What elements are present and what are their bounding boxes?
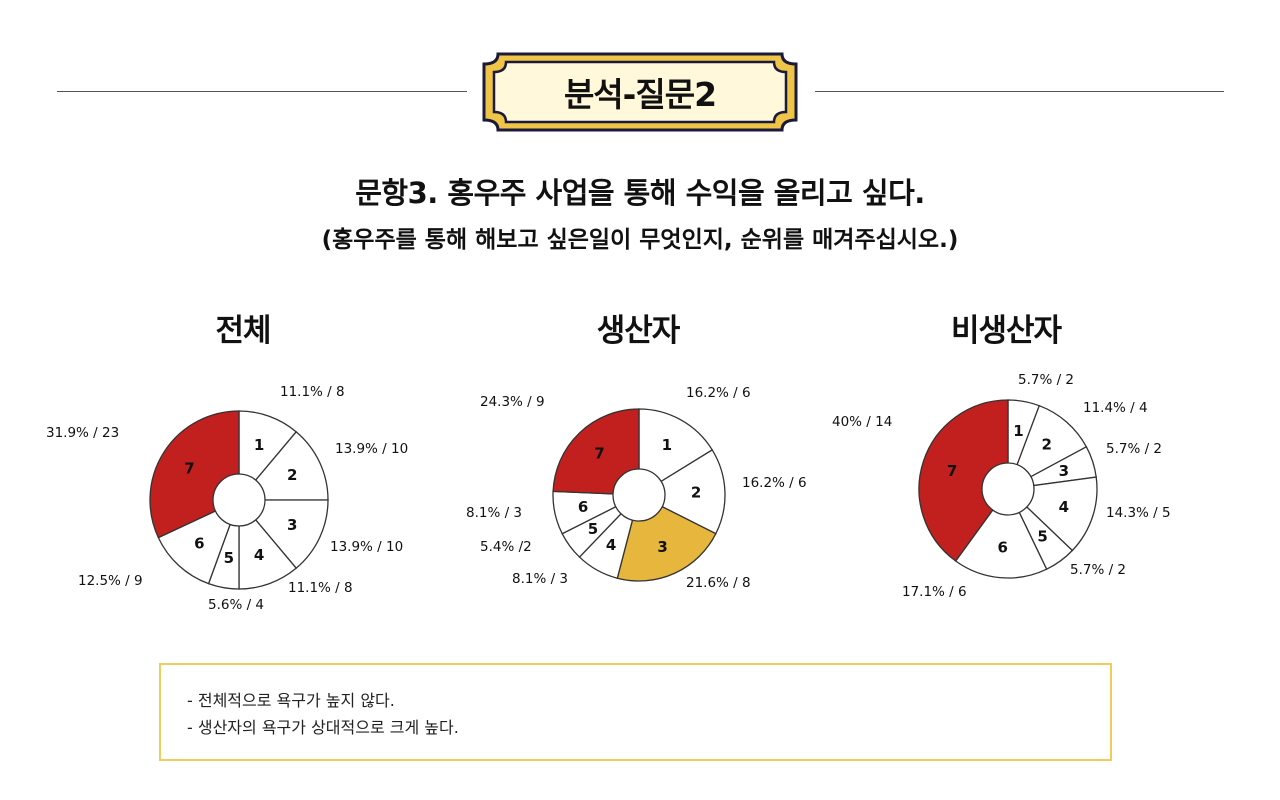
data-label: 17.1% / 6 <box>902 584 967 600</box>
pie-slice-7 <box>918 399 1009 562</box>
slice-label: 3 <box>287 516 297 534</box>
data-label: 11.1% / 8 <box>280 384 345 400</box>
slice-label: 5 <box>1037 528 1047 546</box>
slice-label: 3 <box>1059 462 1069 480</box>
data-label: 21.6% / 8 <box>686 575 751 591</box>
summary-line: - 전체적으로 욕구가 높지 않다. <box>187 691 395 710</box>
data-label: 24.3% / 9 <box>480 394 545 410</box>
data-label: 5.6% / 4 <box>208 597 264 613</box>
data-label: 13.9% / 10 <box>330 539 403 555</box>
data-label: 5.4% /2 <box>480 539 532 555</box>
data-label: 8.1% / 3 <box>466 505 522 521</box>
data-label: 13.9% / 10 <box>335 441 408 457</box>
data-label: 31.9% / 23 <box>46 425 119 441</box>
pie-slice-2 <box>237 430 329 501</box>
data-label: 16.2% / 6 <box>686 385 751 401</box>
data-label: 11.1% / 8 <box>288 580 353 596</box>
header-rule-left <box>57 91 467 92</box>
question-title: 문항3. 홍우주 사업을 통해 수익을 올리고 싶다. <box>355 176 925 210</box>
data-label: 40% / 14 <box>832 414 892 430</box>
slice-label: 2 <box>691 484 701 502</box>
slice-label: 6 <box>578 498 588 516</box>
slice-label: 6 <box>194 534 204 552</box>
slice-label: 2 <box>1041 436 1051 454</box>
slice-label: 7 <box>594 445 604 463</box>
slice-label: 2 <box>287 466 297 484</box>
pie-center-hole <box>212 473 266 527</box>
pie-slice-1 <box>638 408 714 497</box>
data-label: 16.2% / 6 <box>742 475 807 491</box>
slice-label: 5 <box>588 520 598 538</box>
pie-center-hole <box>612 468 666 522</box>
pie-slice-7 <box>552 408 640 496</box>
slice-label: 3 <box>657 538 667 556</box>
slice-label: 6 <box>998 539 1008 557</box>
data-label: 14.3% / 5 <box>1106 505 1171 521</box>
slice-label: 7 <box>947 462 957 480</box>
summary-box: - 전체적으로 욕구가 높지 않다. - 생산자의 욕구가 상대적으로 크게 높… <box>159 663 1112 761</box>
section-badge-frame <box>482 52 798 132</box>
data-label: 8.1% / 3 <box>512 571 568 587</box>
pie-slice-2 <box>1006 404 1088 491</box>
pie-slice-3 <box>237 499 329 570</box>
header-rule-right <box>815 91 1224 92</box>
slice-label: 4 <box>606 536 616 554</box>
pie-center-hole <box>981 462 1035 516</box>
data-label: 11.4% / 4 <box>1083 400 1148 416</box>
data-label: 5.7% / 2 <box>1018 372 1074 388</box>
pie-slice-6 <box>954 487 1048 579</box>
slice-label: 7 <box>184 459 194 477</box>
question-note: (홍우주를 통해 해보고 싶은일이 무엇인지, 순위를 매겨주십시오.) <box>321 227 959 253</box>
summary-line: - 생산자의 욕구가 상대적으로 크게 높다. <box>187 718 459 737</box>
slice-label: 4 <box>254 546 264 564</box>
chart-title-non-producer: 비생산자 <box>950 313 1062 349</box>
chart-title-producer: 생산자 <box>596 313 681 349</box>
slice-label: 5 <box>224 549 234 567</box>
data-label: 12.5% / 9 <box>78 573 143 589</box>
data-label: 5.7% / 2 <box>1070 562 1126 578</box>
chart-title-total: 전체 <box>215 313 271 349</box>
pie-slice-2 <box>637 449 726 535</box>
section-badge-label: 분석-질문2 <box>563 75 717 114</box>
slice-label: 1 <box>254 436 264 454</box>
slice-label: 1 <box>1013 422 1023 440</box>
slice-label: 4 <box>1059 498 1069 516</box>
data-label: 5.7% / 2 <box>1106 441 1162 457</box>
slice-label: 1 <box>662 436 672 454</box>
pie-slice-6 <box>157 498 241 585</box>
